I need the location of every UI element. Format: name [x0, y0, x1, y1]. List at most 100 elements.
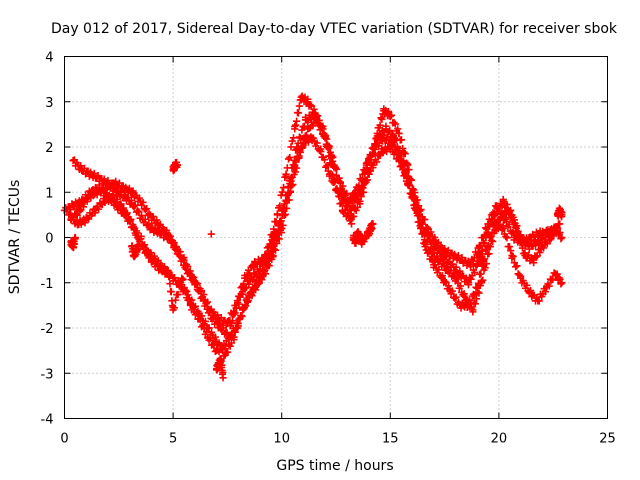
data-point	[217, 324, 225, 332]
data-point	[82, 215, 90, 223]
data-point	[417, 206, 425, 214]
data-point	[130, 202, 138, 210]
data-point	[134, 207, 142, 215]
x-tick-label: 20	[491, 432, 508, 447]
data-point	[102, 184, 110, 192]
y-tick-label: -4	[41, 413, 54, 428]
data-point	[510, 216, 519, 224]
data-point	[226, 342, 234, 350]
y-axis-tick-labels: -4 -3 -2 -1 0 1 2 3 4	[41, 51, 54, 428]
data-point	[525, 288, 533, 296]
data-point	[427, 228, 435, 236]
data-point	[519, 238, 527, 246]
data-point	[150, 252, 159, 260]
data-point	[278, 188, 286, 196]
data-point	[477, 270, 485, 278]
data-point	[431, 233, 439, 241]
data-point	[323, 161, 331, 170]
data-point	[298, 126, 306, 134]
data-point	[237, 312, 245, 320]
data-point	[263, 253, 271, 261]
data-point	[512, 263, 520, 271]
data-point	[423, 224, 431, 233]
data-point	[556, 220, 564, 228]
data-point	[215, 315, 223, 323]
y-tick-label: 2	[45, 141, 53, 156]
data-point	[143, 247, 151, 255]
data-point	[123, 209, 131, 217]
data-point	[409, 193, 417, 201]
data-point	[388, 130, 396, 138]
data-point	[473, 261, 481, 269]
data-point	[397, 152, 405, 160]
data-point	[153, 216, 161, 224]
data-point	[481, 224, 490, 232]
data-point	[371, 143, 379, 151]
data-point	[129, 222, 137, 231]
data-point	[526, 286, 535, 295]
data-point	[315, 116, 323, 125]
data-point	[73, 211, 81, 219]
data-point	[83, 214, 92, 222]
data-point	[403, 166, 411, 174]
data-point	[380, 134, 388, 142]
data-point	[435, 258, 443, 266]
data-point	[128, 242, 136, 251]
data-point	[350, 189, 358, 197]
y-tick-label: 4	[45, 51, 53, 66]
data-point	[162, 229, 171, 237]
data-point	[71, 233, 79, 242]
data-point	[475, 289, 483, 297]
data-point	[300, 122, 308, 130]
data-point	[69, 242, 77, 251]
data-point	[369, 161, 377, 169]
data-point	[286, 153, 294, 162]
data-point	[93, 188, 101, 196]
data-point	[512, 223, 520, 231]
data-point	[79, 203, 88, 211]
data-point	[174, 290, 182, 299]
data-point	[545, 229, 553, 237]
data-point	[481, 239, 489, 247]
data-point	[452, 293, 460, 301]
data-point	[141, 206, 150, 214]
data-point	[556, 206, 564, 214]
plot-frame	[64, 56, 608, 419]
data-point	[160, 265, 169, 273]
y-tick-label: 0	[45, 232, 53, 247]
data-point	[95, 175, 103, 183]
data-point	[211, 333, 219, 341]
data-point	[109, 192, 118, 200]
data-point	[130, 252, 138, 260]
data-point	[503, 200, 511, 209]
data-point	[235, 315, 243, 323]
data-point	[534, 297, 542, 305]
data-point	[119, 184, 127, 192]
data-point	[361, 167, 369, 175]
data-point	[456, 282, 465, 290]
data-point	[395, 129, 403, 138]
data-point	[137, 232, 145, 240]
data-point	[377, 114, 385, 122]
x-tick-label: 0	[60, 432, 68, 447]
data-point	[73, 220, 82, 228]
data-point	[336, 179, 344, 187]
data-point	[483, 225, 491, 233]
data-point	[288, 137, 296, 145]
x-tick-label: 25	[599, 432, 616, 447]
data-point	[354, 184, 362, 192]
data-point	[89, 192, 97, 200]
data-point	[357, 176, 366, 184]
data-point	[543, 240, 551, 248]
data-point	[475, 242, 483, 251]
data-point	[313, 139, 321, 147]
data-point	[475, 252, 483, 260]
data-point	[394, 125, 402, 133]
data-point	[378, 115, 386, 123]
data-point	[239, 280, 248, 288]
data-point	[240, 305, 248, 313]
x-axis-tick-labels: 0 5 10 15 20 25	[60, 432, 615, 447]
data-point	[325, 142, 333, 150]
data-point	[135, 194, 143, 202]
data-point	[249, 261, 258, 269]
